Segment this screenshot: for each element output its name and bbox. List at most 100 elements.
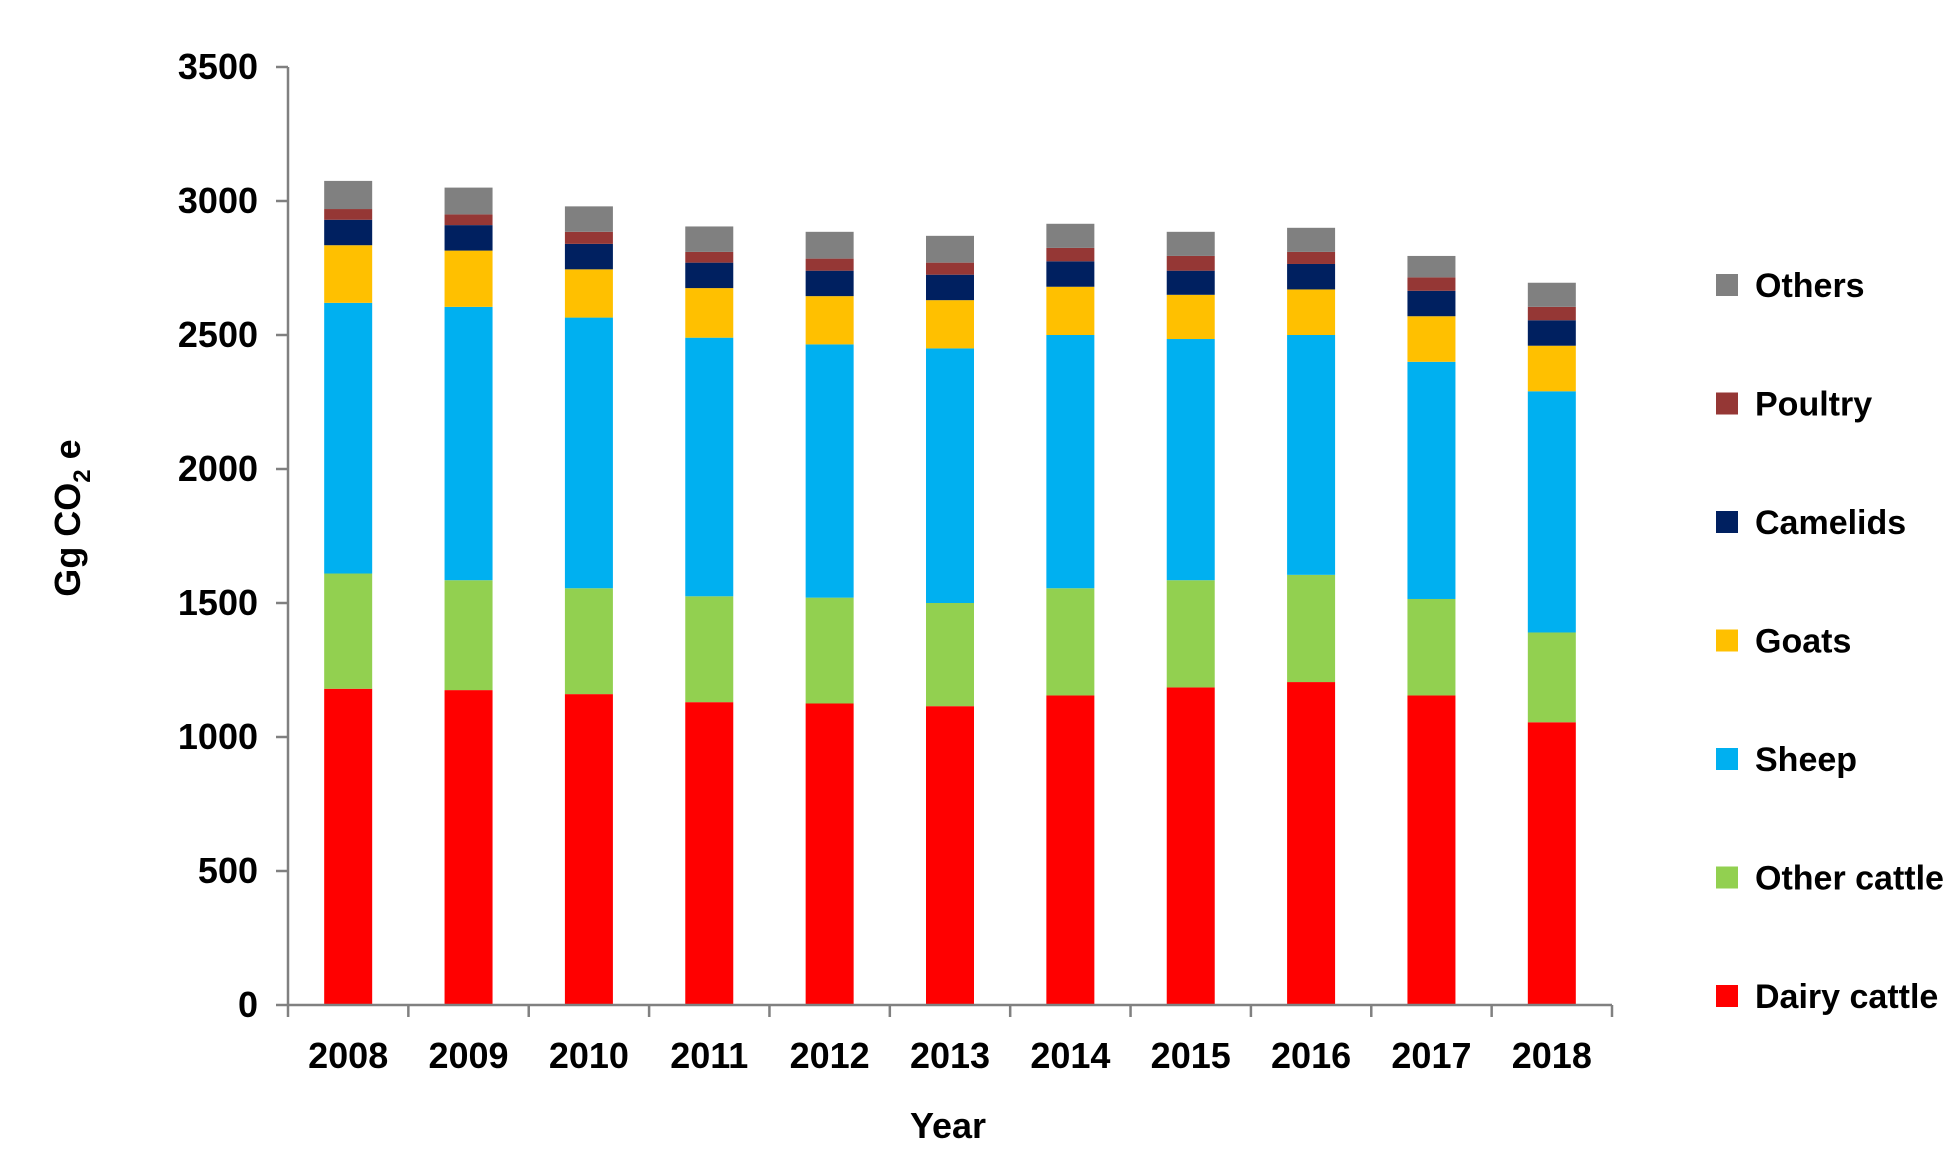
bar-2018-camelids [1527, 320, 1576, 346]
bar-2018-dairy-cattle [1527, 722, 1576, 1005]
bar-2012-goats [805, 296, 854, 345]
axes-layer: 0 500 1000 1500 2000 2500 3000 3500 2008 2009 2010… [47, 46, 1614, 1146]
legend-label-poultry: Poultry [1755, 386, 1872, 424]
bar-2011-goats [685, 288, 734, 338]
bar-2015-sheep [1166, 339, 1215, 581]
bar-2016-others [1287, 227, 1336, 252]
bar-2018-other-cattle [1527, 632, 1576, 723]
bar-2009-other-cattle [444, 580, 493, 691]
bar-2017-dairy-cattle [1407, 695, 1456, 1005]
bar-2014-poultry [1046, 247, 1095, 262]
bar-2017-camelids [1407, 290, 1456, 317]
bar-2014-other-cattle [1046, 588, 1095, 696]
x-axis-title: Year [910, 1105, 986, 1146]
y-tick-label-500: 500 [198, 850, 258, 891]
bar-2008-dairy-cattle [324, 688, 373, 1005]
bar-2017-sheep [1407, 361, 1456, 599]
bar-2010-others [564, 206, 613, 232]
bar-2010-camelids [564, 243, 613, 270]
bar-2014-others [1046, 223, 1095, 248]
x-tick-label-2010: 2010 [549, 1035, 629, 1076]
bar-2015-other-cattle [1166, 580, 1215, 688]
y-axis-title: Gg CO2 e [47, 439, 96, 596]
legend-label-dairy-cattle: Dairy cattle [1755, 978, 1938, 1016]
y-tick-label-1000: 1000 [178, 716, 258, 757]
legend: Others Poultry Camelids Goats Sheep Other cat… [1716, 267, 1944, 1016]
bar-2012-camelids [805, 270, 854, 297]
bar-2013-poultry [926, 262, 974, 275]
x-tick-label-2014: 2014 [1030, 1035, 1110, 1076]
legend-swatch-poultry [1716, 392, 1738, 415]
legend-swatch-camelids [1716, 511, 1738, 533]
bar-2009-goats [444, 250, 493, 307]
legend-swatch-goats [1716, 629, 1738, 652]
legend-swatch-others [1716, 274, 1738, 296]
bar-2011-camelids [685, 262, 734, 289]
bar-2013-others [926, 235, 974, 263]
bar-2018-poultry [1527, 306, 1576, 321]
legend-label-goats: Goats [1755, 623, 1851, 661]
bar-2013-goats [926, 300, 974, 349]
bar-2011-other-cattle [685, 596, 734, 703]
y-tick-label-0: 0 [238, 984, 258, 1025]
x-tick-label-2017: 2017 [1391, 1035, 1471, 1076]
x-tick-label-2011: 2011 [670, 1035, 748, 1076]
bar-2018-goats [1527, 345, 1576, 392]
y-tick-label-2000: 2000 [178, 448, 258, 489]
x-tick-label-2015: 2015 [1151, 1035, 1231, 1076]
bar-2012-poultry [805, 258, 854, 271]
bar-2012-others [805, 231, 854, 259]
legend-swatch-other-cattle [1716, 866, 1738, 889]
bar-2017-poultry [1407, 277, 1456, 291]
bar-2018-others [1527, 282, 1576, 307]
bar-2018-sheep [1527, 391, 1576, 633]
bar-2010-goats [564, 269, 613, 318]
bar-2015-poultry [1166, 255, 1215, 271]
bar-2011-others [685, 226, 734, 252]
bar-2008-poultry [324, 209, 373, 220]
bar-2008-sheep [324, 302, 373, 574]
y-tick-label-1500: 1500 [178, 582, 258, 623]
bar-2017-other-cattle [1407, 598, 1456, 696]
y-axis-title-main: Gg CO [47, 483, 88, 597]
bar-2013-sheep [926, 348, 974, 603]
bar-2012-dairy-cattle [805, 703, 854, 1005]
bar-2008-others [324, 180, 373, 210]
bar-2010-sheep [564, 317, 613, 589]
bar-2011-dairy-cattle [685, 702, 734, 1005]
x-tick-label-2009: 2009 [428, 1035, 508, 1076]
x-tick-label-2013: 2013 [910, 1035, 990, 1076]
bar-2010-dairy-cattle [564, 694, 613, 1005]
bar-2009-poultry [444, 214, 493, 226]
bar-2010-poultry [564, 231, 613, 244]
y-tick-label-2500: 2500 [178, 314, 258, 355]
bar-2012-sheep [805, 344, 854, 598]
bar-2015-dairy-cattle [1166, 687, 1215, 1005]
bar-2010-other-cattle [564, 588, 613, 695]
bar-2013-dairy-cattle [926, 706, 974, 1005]
x-tick-label-2008: 2008 [308, 1035, 388, 1076]
bar-2015-goats [1166, 294, 1215, 340]
x-tick-label-2018: 2018 [1512, 1035, 1592, 1076]
bar-2008-camelids [324, 219, 373, 246]
bar-2016-other-cattle [1287, 574, 1336, 683]
bar-2015-camelids [1166, 270, 1215, 295]
bar-2009-camelids [444, 225, 493, 251]
bar-2011-poultry [685, 251, 734, 263]
legend-label-others: Others [1755, 267, 1865, 305]
bar-2017-goats [1407, 316, 1456, 362]
bar-2015-others [1166, 231, 1215, 256]
legend-swatch-dairy-cattle [1716, 985, 1738, 1007]
legend-swatch-sheep [1716, 748, 1738, 770]
y-tick-label-3500: 3500 [178, 46, 258, 87]
bar-2013-camelids [926, 274, 974, 301]
bar-2014-camelids [1046, 261, 1095, 287]
bar-2014-goats [1046, 286, 1095, 335]
bar-2016-poultry [1287, 251, 1336, 264]
bar-2017-others [1407, 255, 1456, 278]
bar-2011-sheep [685, 337, 734, 597]
legend-label-camelids: Camelids [1755, 504, 1906, 542]
y-axis-title-subscript: 2 [69, 469, 96, 482]
bar-2013-other-cattle [926, 603, 974, 707]
